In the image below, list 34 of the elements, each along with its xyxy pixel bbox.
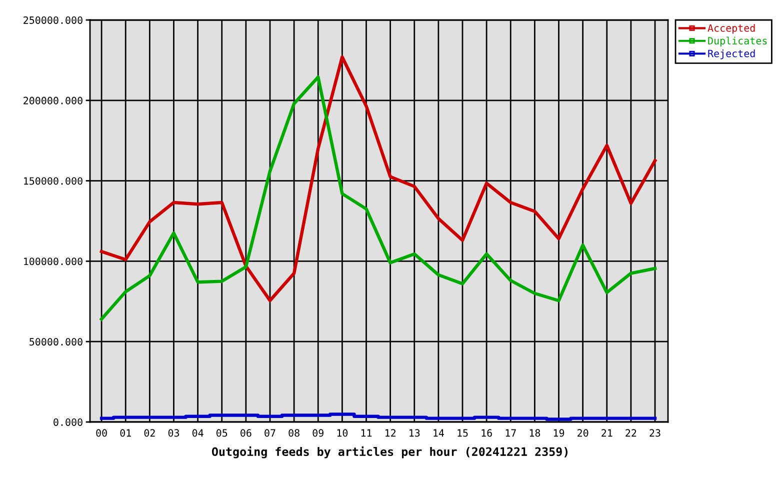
x-tick-label: 06	[240, 429, 252, 437]
x-tick-label: 23	[650, 429, 660, 437]
x-tick-label: 03	[168, 429, 180, 437]
y-tick-label: 100000.000	[24, 258, 82, 266]
x-tick-label: 01	[120, 429, 131, 437]
y-tick-label: 200000.000	[24, 96, 82, 104]
legend-label: Accepted	[708, 24, 755, 34]
x-tick-label: 18	[530, 429, 540, 437]
x-tick-label: 19	[554, 429, 564, 437]
x-tick-label: 02	[144, 429, 155, 437]
x-tick-label: 05	[216, 429, 228, 437]
x-tick-label: 21	[602, 429, 612, 437]
legend-label: Duplicates	[708, 36, 767, 46]
text: Outgoing feeds by articles per hour (20241221 2359)	[212, 446, 568, 458]
x-tick-label: 14	[434, 429, 444, 437]
y-tick-label: 50000.000	[30, 338, 82, 346]
y-tick-label: 0.000	[54, 418, 82, 426]
x-tick-label: 10	[337, 429, 348, 437]
x-tick-label: 22	[626, 429, 636, 437]
y-tick-label: 250000.000	[24, 16, 82, 24]
x-tick-label: 09	[312, 429, 324, 437]
x-tick-label: 13	[410, 429, 420, 437]
x-tick-label: 17	[506, 429, 516, 437]
x-tick-label: 12	[385, 429, 396, 437]
x-tick-label: 11	[361, 429, 372, 437]
x-tick-label: 20	[578, 429, 588, 437]
x-tick-label: 07	[264, 429, 276, 437]
y-tick-label: 150000.000	[24, 177, 82, 185]
x-tick-label: 08	[288, 429, 300, 437]
legend-label: Rejected	[708, 50, 755, 60]
x-tick-label: 15	[458, 429, 468, 437]
x-tick-label: 00	[96, 429, 107, 437]
x-tick-label: 16	[482, 429, 492, 437]
x-tick-label: 04	[192, 429, 204, 437]
